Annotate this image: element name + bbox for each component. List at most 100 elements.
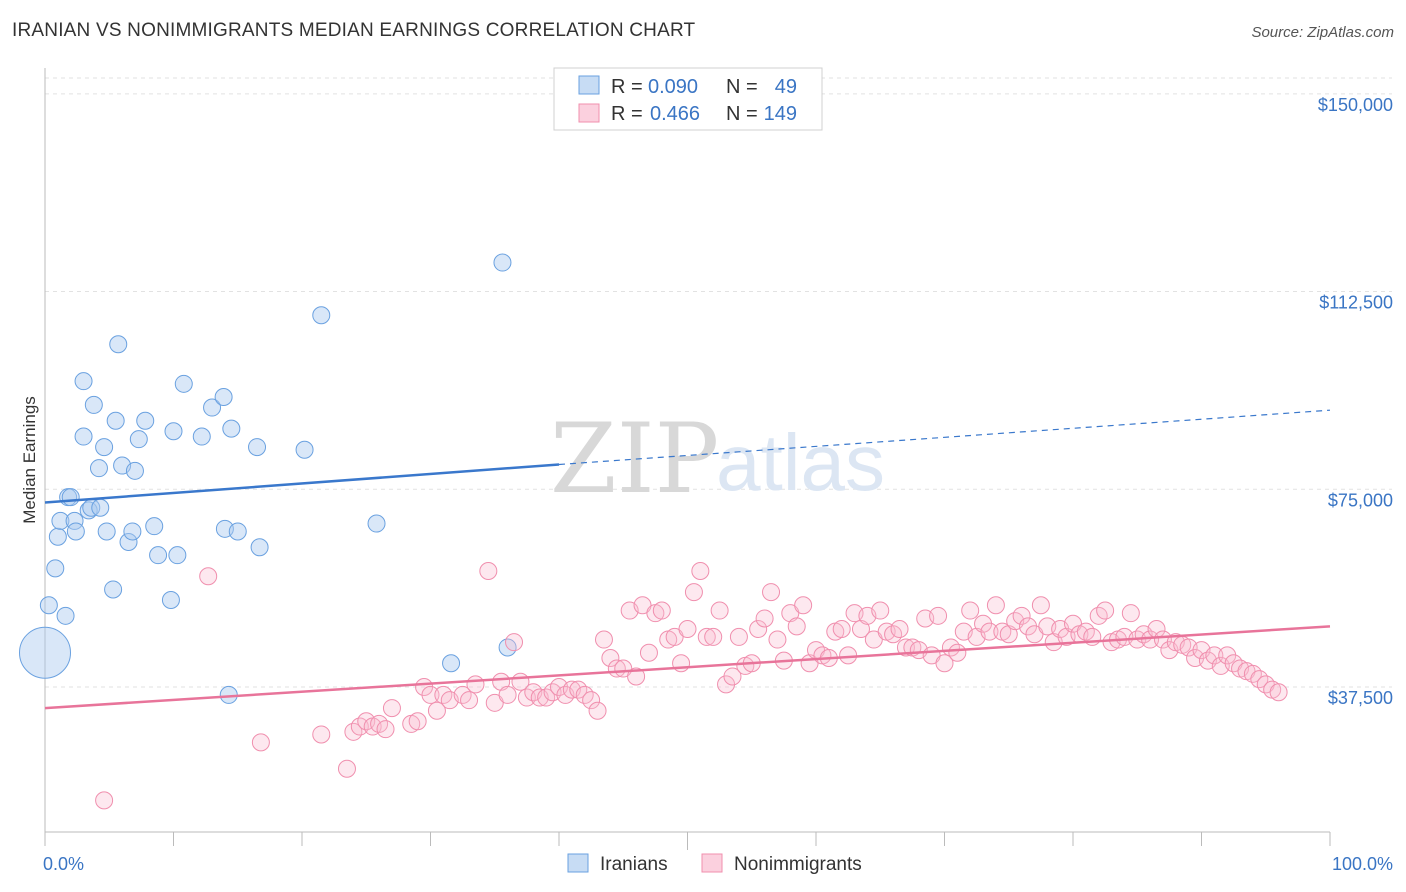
iranians-point xyxy=(174,374,193,393)
nonimmigrants-point xyxy=(980,622,999,641)
nonimmigrants-point xyxy=(678,620,697,638)
nonimmigrants-point xyxy=(691,562,710,580)
nonimmigrants-point xyxy=(1096,601,1115,620)
iranians-point xyxy=(19,626,71,679)
iranians-point xyxy=(95,438,114,457)
nonimmigrants-point xyxy=(999,625,1018,644)
nonimmigrants-point xyxy=(1121,604,1140,623)
legend-r-value-1: 0.090 xyxy=(648,76,698,98)
iranians-point xyxy=(46,559,65,578)
nonimmigrants-point xyxy=(755,609,774,628)
nonimmigrants-point xyxy=(498,685,517,704)
iranians-point xyxy=(129,430,148,449)
iranians-point xyxy=(97,522,116,541)
iranians-point xyxy=(56,606,75,625)
iranians-point xyxy=(48,527,67,546)
trend-nonimmigrants xyxy=(44,625,1331,710)
nonimmigrants-point xyxy=(1205,646,1224,665)
nonimmigrants-point xyxy=(961,601,980,620)
x-tick-label-min: 0.0% xyxy=(43,854,84,874)
nonimmigrants-point xyxy=(376,720,395,739)
iranians-point xyxy=(248,438,267,457)
iranians-point xyxy=(164,422,183,441)
legend-bottom-swatch-iranians xyxy=(567,853,589,873)
nonimmigrants-point xyxy=(639,643,658,662)
series-nonimmigrants xyxy=(95,562,1288,810)
nonimmigrants-point xyxy=(1269,683,1288,702)
series-iranians xyxy=(19,253,517,704)
iranians-point xyxy=(312,306,331,325)
iranians-point xyxy=(192,427,211,446)
iranians-point xyxy=(123,522,142,541)
nonimmigrants-point xyxy=(697,627,716,646)
legend-bottom-swatch-nonimmigrants xyxy=(701,853,723,873)
iranians-point xyxy=(89,459,108,478)
nonimmigrants-point xyxy=(710,601,729,620)
gridlines xyxy=(45,77,1392,688)
nonimmigrants-point xyxy=(492,672,511,691)
x-tick-label-max: 100.0% xyxy=(1332,854,1393,874)
nonimmigrants-point xyxy=(781,604,800,623)
legend-swatch-nonimmigrants xyxy=(578,103,600,123)
iranians-point xyxy=(74,372,93,391)
nonimmigrants-point xyxy=(762,583,781,602)
nonimmigrants-point xyxy=(864,630,883,649)
nonimmigrants-point xyxy=(704,627,723,646)
iranians-point xyxy=(119,533,138,551)
nonimmigrants-point xyxy=(794,596,813,615)
watermark: ZIP atlas xyxy=(550,403,885,515)
x-tick-labels: 0.0% 100.0% xyxy=(43,854,1393,874)
nonimmigrants-point xyxy=(871,601,890,620)
legend-n-value-2: 149 xyxy=(764,103,797,125)
iranians-point xyxy=(136,411,155,430)
nonimmigrants-point xyxy=(948,643,967,662)
nonimmigrants-point xyxy=(729,627,748,646)
legend-n-label-1: N = xyxy=(726,76,758,98)
nonimmigrants-point xyxy=(421,685,440,704)
nonimmigrants-point xyxy=(485,693,504,712)
nonimmigrants-point xyxy=(768,630,787,649)
iranians-point xyxy=(74,427,93,446)
iranians-point xyxy=(161,591,180,609)
iranians-point xyxy=(493,253,512,272)
iranians-point xyxy=(203,398,222,417)
y-tick-label: $150,000 xyxy=(1318,95,1393,115)
nonimmigrants-point xyxy=(337,759,356,778)
iranians-point xyxy=(106,411,125,430)
nonimmigrants-point xyxy=(460,691,479,710)
iranians-point xyxy=(145,517,164,536)
legend-n-value-1: 49 xyxy=(775,76,797,98)
nonimmigrants-point xyxy=(851,620,870,638)
nonimmigrants-point xyxy=(1012,606,1031,625)
y-tick-labels: $37,500 $75,000 $112,500 $150,000 xyxy=(1318,95,1393,708)
watermark-zip: ZIP xyxy=(550,403,719,515)
nonimmigrants-point xyxy=(633,596,652,615)
nonimmigrants-point xyxy=(929,606,948,625)
nonimmigrants-point xyxy=(684,583,703,602)
nonimmigrants-point xyxy=(95,791,114,810)
nonimmigrants-point xyxy=(479,562,498,580)
y-tick-label: $75,000 xyxy=(1328,490,1393,510)
legend-bottom-nonimmigrants: Nonimmigrants xyxy=(734,854,862,875)
legend-n-label-2: N = xyxy=(726,103,758,125)
legend-bottom: Iranians Nonimmigrants xyxy=(567,853,862,875)
nonimmigrants-point xyxy=(199,567,218,586)
nonimmigrants-point xyxy=(1031,596,1050,615)
nonimmigrants-point xyxy=(627,667,646,686)
trend-iranians xyxy=(44,463,560,504)
iranians-point xyxy=(222,419,241,438)
legend-r-value-2: 0.466 xyxy=(650,103,700,125)
iranians-point xyxy=(367,514,386,533)
nonimmigrants-point xyxy=(1064,614,1082,633)
watermark-atlas: atlas xyxy=(716,418,885,507)
chart-title: IRANIAN VS NONIMMIGRANTS MEDIAN EARNINGS… xyxy=(12,20,696,41)
nonimmigrants-point xyxy=(601,649,620,667)
nonimmigrants-point xyxy=(935,654,954,673)
iranians-point xyxy=(66,522,85,541)
iranians-point xyxy=(250,538,269,557)
iranians-point xyxy=(109,335,128,354)
nonimmigrants-point xyxy=(787,617,806,636)
iranians-point xyxy=(104,580,123,599)
nonimmigrants-point xyxy=(427,701,446,720)
nonimmigrants-point xyxy=(1025,625,1044,644)
